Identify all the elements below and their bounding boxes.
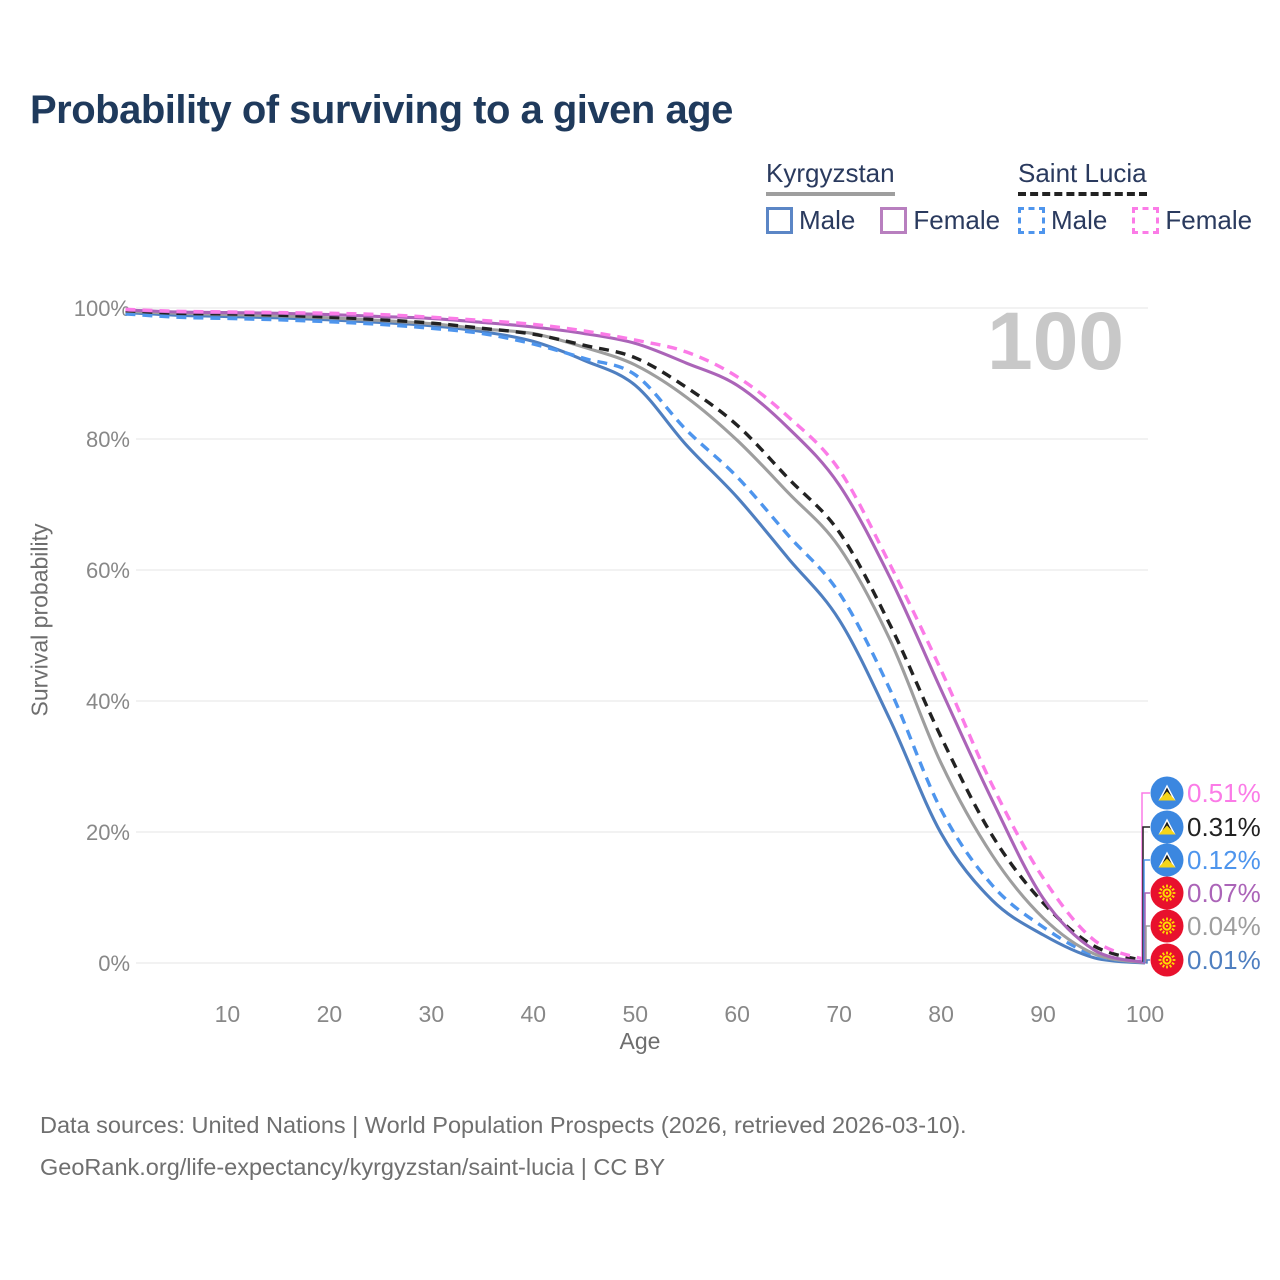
series-line-kyrgyzstan-male[interactable] <box>125 311 1146 965</box>
chart-title: Probability of surviving to a given age <box>30 88 733 132</box>
flag-icon-saint-lucia <box>1150 810 1184 844</box>
series-line-kyrgyzstan-both-sexes[interactable] <box>125 309 1146 965</box>
x-tick-label: 90 <box>1030 1001 1056 1027</box>
x-tick-label: 20 <box>317 1001 343 1027</box>
flag-icon-saint-lucia <box>1150 776 1184 810</box>
end-label-kyrgyzstan-both-sexes: 0.04% <box>1187 911 1261 941</box>
footer: Data sources: United Nations | World Pop… <box>40 1104 967 1188</box>
y-tick-label: 0% <box>98 951 130 976</box>
flag-icon-kyrgyzstan <box>1150 943 1184 977</box>
legend-swatch <box>880 207 908 234</box>
y-tick-label: 60% <box>86 558 130 583</box>
age-watermark: 100 <box>987 296 1124 387</box>
legend-item-label: Female <box>913 205 1001 235</box>
flag-icon-kyrgyzstan <box>1150 909 1184 943</box>
legend-item-saint-lucia-female[interactable]: Female <box>1132 205 1252 236</box>
legend-swatch <box>766 207 793 234</box>
x-tick-label: 100 <box>1126 1001 1164 1027</box>
x-axis-title: Age <box>619 1028 661 1054</box>
legend-swatch <box>1018 207 1045 234</box>
end-label-saint-lucia-male: 0.12% <box>1187 845 1261 875</box>
end-label-saint-lucia-female: 0.51% <box>1187 778 1261 808</box>
attribution-line: GeoRank.org/life-expectancy/kyrgyzstan/s… <box>40 1154 666 1180</box>
legend-group-saint-lucia: Saint Lucia Male Female <box>1018 158 1268 236</box>
legend-item-label: Male <box>799 205 856 235</box>
flag-icon-saint-lucia <box>1150 843 1184 877</box>
end-label-kyrgyzstan-male: 0.01% <box>1187 945 1261 975</box>
x-tick-label: 40 <box>521 1001 547 1027</box>
y-axis-title: Survival probability <box>26 523 53 717</box>
x-tick-label: 10 <box>215 1001 241 1027</box>
series-line-saint-lucia-male[interactable] <box>125 312 1146 964</box>
end-label-saint-lucia-both-sexes: 0.31% <box>1187 812 1261 842</box>
legend-item-kyrgyzstan-male[interactable]: Male <box>766 205 855 236</box>
legend-item-kyrgyzstan-female[interactable]: Female <box>880 205 1000 236</box>
end-label-connector <box>1145 959 1150 964</box>
flag-icon-kyrgyzstan <box>1150 876 1184 910</box>
legend-country-kyrgyzstan[interactable]: Kyrgyzstan <box>766 158 895 196</box>
series-line-saint-lucia-female[interactable] <box>125 307 1146 962</box>
x-tick-label: 30 <box>419 1001 445 1027</box>
end-label-kyrgyzstan-female: 0.07% <box>1187 878 1261 908</box>
series-line-kyrgyzstan-female[interactable] <box>125 308 1146 965</box>
x-tick-label: 50 <box>622 1001 648 1027</box>
y-tick-label: 80% <box>86 427 130 452</box>
series-line-saint-lucia-both-sexes[interactable] <box>125 308 1146 963</box>
legend-item-label: Female <box>1165 205 1253 235</box>
legend-country-saint-lucia[interactable]: Saint Lucia <box>1018 158 1147 196</box>
data-sources-line: Data sources: United Nations | World Pop… <box>40 1112 967 1138</box>
y-tick-label: 40% <box>86 689 130 714</box>
y-tick-label: 20% <box>86 820 130 845</box>
end-label-connector <box>1145 925 1150 964</box>
legend-group-kyrgyzstan: Kyrgyzstan Male Female <box>766 158 1016 236</box>
x-tick-label: 70 <box>826 1001 852 1027</box>
y-tick-label: 100% <box>74 296 130 321</box>
x-tick-label: 80 <box>928 1001 954 1027</box>
legend-item-label: Male <box>1051 205 1108 235</box>
legend-swatch <box>1132 207 1160 234</box>
legend-item-saint-lucia-male[interactable]: Male <box>1018 205 1107 236</box>
x-tick-label: 60 <box>724 1001 750 1027</box>
